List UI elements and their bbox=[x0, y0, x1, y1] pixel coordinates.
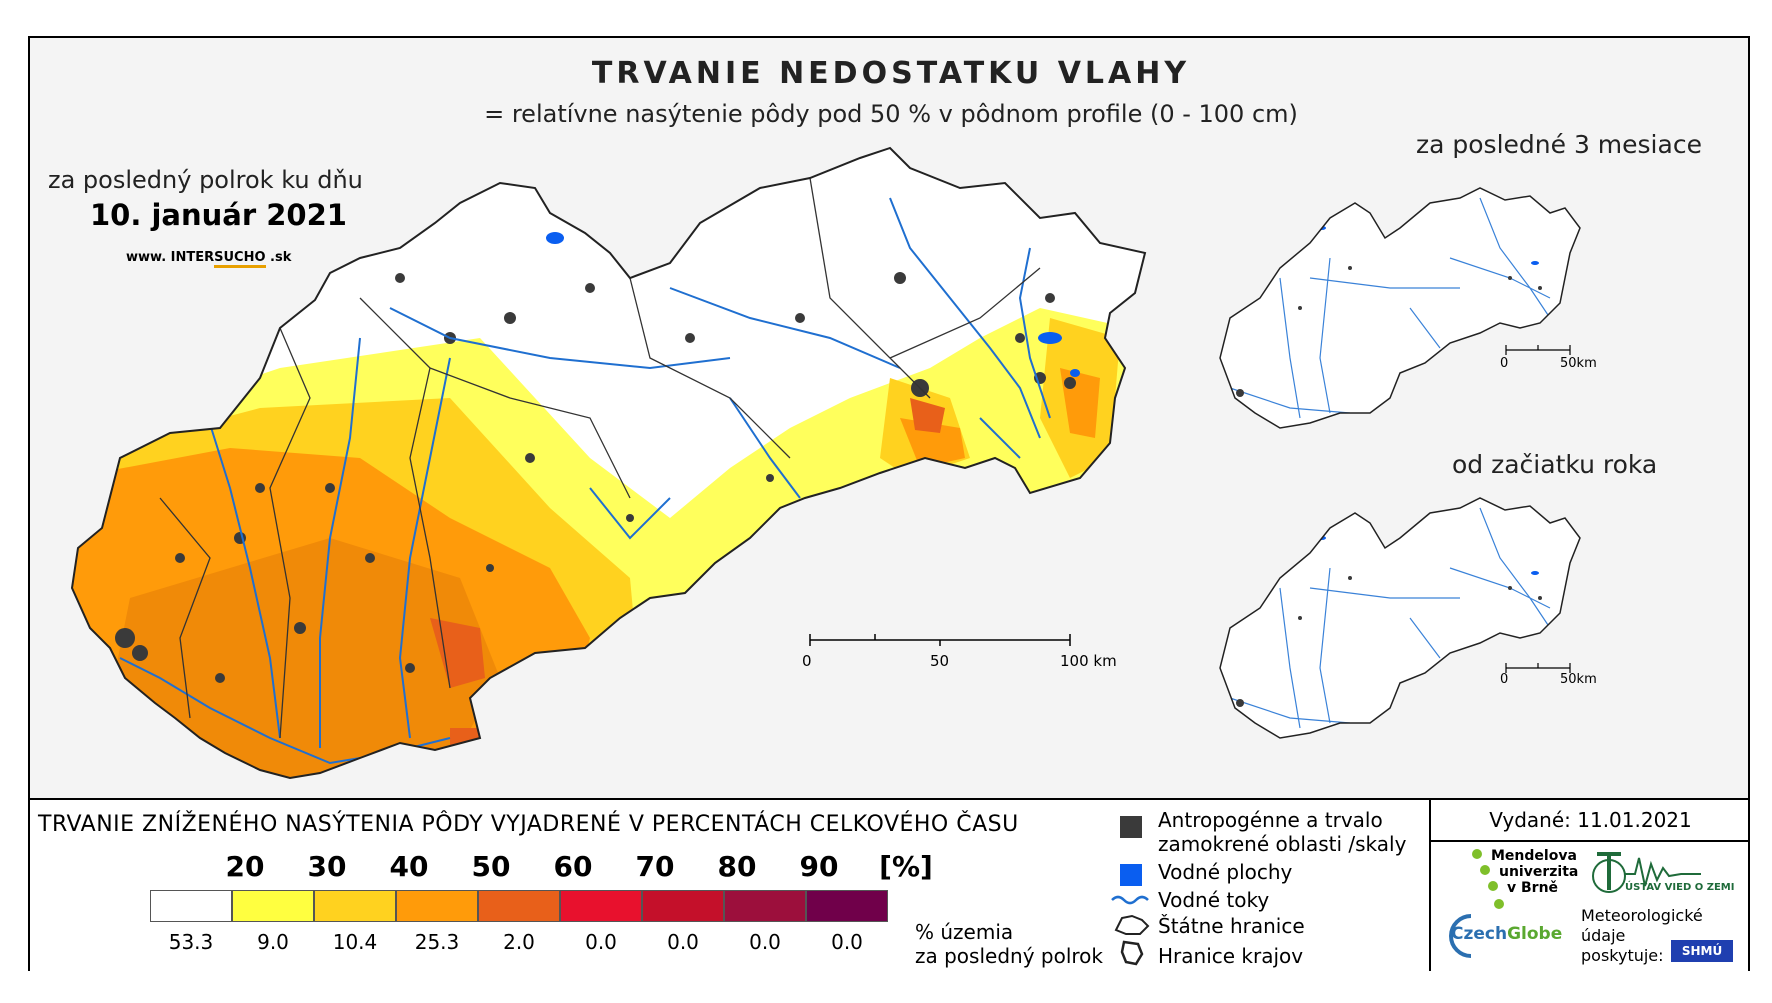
inset-bottom-label: od začiatku roka bbox=[1452, 450, 1658, 479]
uvz-logo-icon bbox=[1592, 852, 1701, 893]
threshold-30: 30 bbox=[307, 850, 347, 883]
inset-top-scale-0: 0 bbox=[1500, 356, 1509, 371]
main-scale-50: 50 bbox=[930, 652, 950, 670]
legend-swatch bbox=[150, 890, 232, 922]
legend-pct: 0.0 bbox=[667, 930, 699, 954]
urban-label-2: zamokrené oblasti /skaly bbox=[1158, 832, 1407, 856]
inset-top-map bbox=[1219, 187, 1581, 429]
map-title: TRVANIE NEDOSTATKU VLAHY bbox=[591, 56, 1191, 91]
issuer-panel: Vydané: 11.01.2021 Mendelova univerzita … bbox=[1429, 800, 1750, 971]
legend-swatch bbox=[724, 890, 806, 922]
threshold-70: 70 bbox=[635, 850, 675, 883]
main-scale-0: 0 bbox=[802, 652, 812, 670]
mendel-name-3: v Brně bbox=[1507, 880, 1559, 896]
mendel-name-1: Mendelova bbox=[1491, 848, 1577, 864]
legend-pct: 9.0 bbox=[257, 930, 289, 954]
main-scale-bar bbox=[809, 634, 1071, 646]
border-label: Štátne hranice bbox=[1158, 914, 1305, 938]
legend-panel: TRVANIE ZNÍŽENÉHO NASÝTENIA PÔDY VYJADRE… bbox=[30, 798, 1750, 971]
legend-pct: 25.3 bbox=[414, 930, 460, 954]
period-label: za posledný polrok ku dňu bbox=[48, 166, 363, 194]
legend-pct: 2.0 bbox=[503, 930, 535, 954]
meteo-text-2: údaje bbox=[1581, 926, 1626, 945]
date-label: 10. január 2021 bbox=[90, 198, 347, 232]
legend-swatch bbox=[560, 890, 642, 922]
river-symbol bbox=[1111, 895, 1149, 905]
legend-swatch bbox=[314, 890, 396, 922]
legend-pct: 0.0 bbox=[585, 930, 617, 954]
czechglobe-logo: CzechGlobe bbox=[1451, 924, 1562, 944]
legend-swatch bbox=[806, 890, 888, 922]
water-label: Vodné plochy bbox=[1158, 860, 1293, 884]
threshold-50: 50 bbox=[471, 850, 511, 883]
issued-date: Vydané: 11.01.2021 bbox=[1489, 808, 1692, 832]
mendel-dots-icon bbox=[1472, 849, 1504, 909]
map-frame: TRVANIE NEDOSTATKU VLAHY = relatívne nas… bbox=[28, 36, 1750, 971]
inset-top-label: za posledné 3 mesiace bbox=[1416, 130, 1702, 159]
czechglobe-part-1: Czech bbox=[1451, 924, 1508, 944]
legend-title: TRVANIE ZNÍŽENÉHO NASÝTENIA PÔDY VYJADRE… bbox=[38, 812, 1019, 837]
legend-pct: 0.0 bbox=[831, 930, 863, 954]
legend-swatch bbox=[396, 890, 478, 922]
czechglobe-part-2: Globe bbox=[1507, 924, 1563, 944]
meteo-text-1: Meteorologické bbox=[1581, 906, 1703, 925]
legend-pct: 53.3 bbox=[168, 930, 214, 954]
urban-swatch bbox=[1120, 816, 1142, 838]
river-label: Vodné toky bbox=[1158, 888, 1270, 912]
meteo-text-3: poskytuje: bbox=[1581, 946, 1664, 965]
inset-top-scale-50: 50km bbox=[1560, 356, 1597, 371]
pct-note-2: za posledný polrok bbox=[915, 944, 1103, 968]
map-subtitle: = relatívne nasýtenie pôdy pod 50 % v pô… bbox=[484, 100, 1298, 128]
border-symbol bbox=[1114, 914, 1150, 935]
mendel-name-2: univerzita bbox=[1499, 864, 1579, 880]
website-middle: SUCHO bbox=[214, 250, 266, 268]
threshold-80: 80 bbox=[717, 850, 757, 883]
threshold-20: 20 bbox=[225, 850, 265, 883]
region-symbol bbox=[1120, 940, 1144, 966]
region-label: Hranice krajov bbox=[1158, 944, 1304, 968]
inset-bottom-scale-50: 50km bbox=[1560, 672, 1597, 687]
pct-note-1: % územia bbox=[915, 920, 1014, 944]
threshold-40: 40 bbox=[389, 850, 429, 883]
legend-pct: 0.0 bbox=[749, 930, 781, 954]
legend-swatch bbox=[642, 890, 724, 922]
issuer-divider bbox=[1431, 840, 1750, 842]
water-swatch bbox=[1120, 864, 1142, 886]
website-link[interactable]: www. INTERSUCHO .sk bbox=[126, 250, 292, 268]
main-scale-100: 100 km bbox=[1060, 652, 1117, 670]
inset-bottom-map bbox=[1219, 497, 1581, 739]
main-map bbox=[70, 146, 1147, 780]
urban-label-1: Antropogénne a trvalo bbox=[1158, 808, 1383, 832]
website-suffix: .sk bbox=[265, 250, 292, 265]
legend-swatch bbox=[232, 890, 314, 922]
legend-pct: 10.4 bbox=[332, 930, 378, 954]
threshold-unit: [%] bbox=[879, 850, 933, 883]
uvz-name: ÚSTAV VIED O ZEMI bbox=[1625, 882, 1735, 893]
inset-bottom-scale-0: 0 bbox=[1500, 672, 1509, 687]
shmu-logo: SHMÚ bbox=[1671, 940, 1733, 962]
threshold-60: 60 bbox=[553, 850, 593, 883]
czechglobe-arc-icon bbox=[1449, 914, 1472, 958]
threshold-90: 90 bbox=[799, 850, 839, 883]
legend-swatch bbox=[478, 890, 560, 922]
website-prefix: www. INTER bbox=[126, 250, 215, 265]
